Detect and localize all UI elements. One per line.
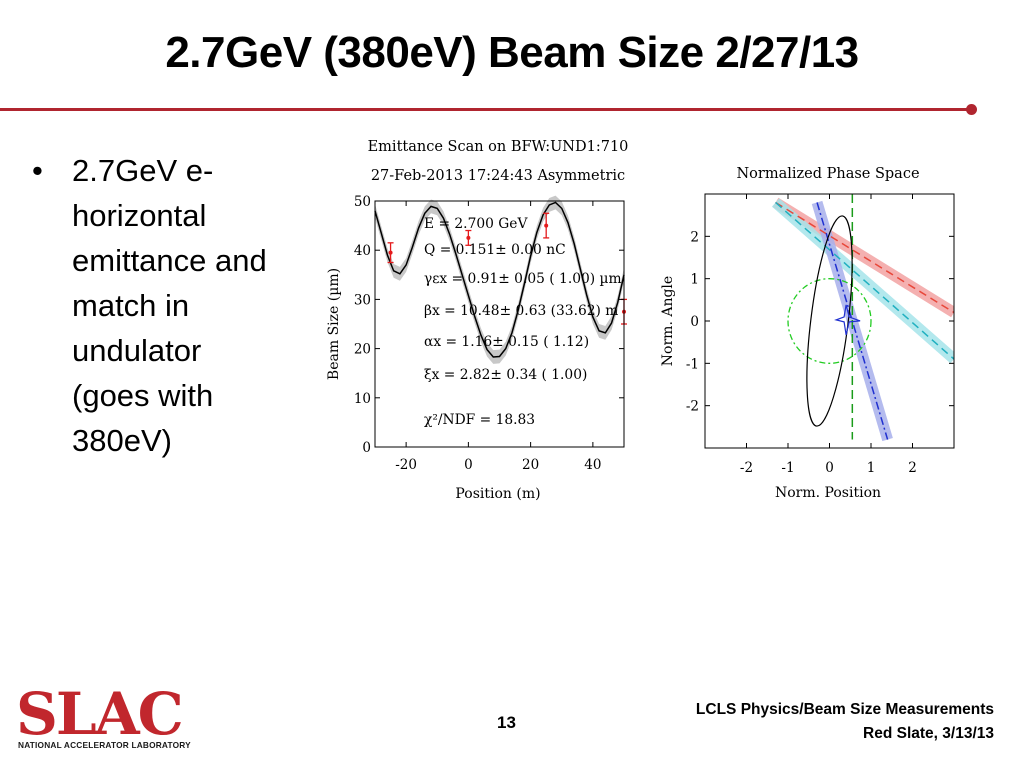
beam-ellipse (806, 215, 853, 427)
chart2-ylabel: Norm. Angle (660, 276, 676, 366)
x-tick-label: 20 (522, 457, 539, 473)
fit-annotation: αx = 1.16± 0.15 ( 1.12) (424, 334, 589, 350)
data-point (466, 235, 471, 240)
phase-space-bands (771, 197, 954, 442)
y-tick-label: 2 (690, 229, 699, 245)
title-divider-dot (966, 104, 977, 115)
bullet-line: undulator (72, 333, 202, 368)
fit-annotations: E = 2.700 GeV Q = 0.151± 0.00 nC γεx = 0.9… (424, 216, 622, 428)
fit-curve-line (374, 201, 625, 358)
y-tick-label: 40 (354, 243, 371, 259)
x-tick-label: 2 (908, 460, 917, 476)
y-tick-label: 0 (362, 440, 371, 456)
fit-annotation: χ²/NDF = 18.83 (424, 412, 535, 428)
footer-line-1: LCLS Physics/Beam Size Measurements (695, 701, 994, 718)
design-circle (787, 278, 872, 364)
chart2-xlabel: Norm. Position (775, 485, 881, 501)
slac-logo-subtext: NATIONAL ACCELERATOR LABORATORY (18, 740, 191, 750)
x-tick-label: 0 (825, 460, 834, 476)
y-tick-label: 0 (690, 314, 699, 330)
phase-line (775, 201, 954, 360)
chart1-plot-frame (374, 200, 625, 448)
x-tick-label: 1 (867, 460, 876, 476)
emittance-scan-chart: Emittance Scan on BFW:UND1:710 27-Feb-20… (326, 139, 629, 502)
phase-line (775, 201, 954, 314)
bullet-line: match in (72, 288, 190, 323)
y-tick-label: 10 (354, 391, 371, 407)
star-marker (834, 304, 861, 336)
title-divider (0, 108, 968, 111)
phase-space-shapes (787, 215, 872, 427)
chart2-title: Normalized Phase Space (736, 166, 919, 182)
footer-text: LCLS Physics/Beam Size Measurements Red … (696, 698, 994, 746)
y-tick-label: 1 (690, 272, 699, 288)
bullet-line: 2.7GeV e- (72, 153, 214, 188)
y-tick-label: -2 (686, 399, 699, 415)
x-tick-label: -1 (781, 460, 794, 476)
slide-title: 2.7GeV (380eV) Beam Size 2/27/13 (165, 28, 859, 77)
bullet-line: (goes with (72, 378, 214, 413)
x-tick-label: 40 (584, 457, 601, 473)
slac-logo-wordmark: SLAC (16, 686, 182, 748)
fit-annotation: E = 2.700 GeV (424, 216, 528, 232)
fit-annotation: βx = 10.48± 0.63 (33.62) m (424, 303, 618, 319)
fit-annotation: ξx = 2.82± 0.34 ( 1.00) (424, 367, 587, 383)
bullet-line: horizontal (72, 198, 207, 233)
y-tick-label: 20 (354, 342, 371, 358)
measurement-point (465, 229, 472, 246)
x-tick-label: -2 (740, 460, 753, 476)
x-tick-label: -20 (395, 457, 417, 473)
bullet-list: • 2.7GeV e- horizontal emittance and mat… (30, 148, 320, 463)
fit-annotation: γεx = 0.91± 0.05 ( 1.00) µm (424, 271, 622, 287)
y-tick-label: -1 (686, 356, 699, 372)
bullet-dot-icon: • (32, 153, 43, 188)
data-point (544, 223, 549, 228)
fit-curve (374, 201, 625, 358)
x-tick-label: 0 (464, 457, 473, 473)
y-tick-label: 50 (354, 194, 371, 210)
footer-line-2: Red Slate, 3/13/13 (863, 725, 994, 742)
bullet-line: 380eV) (72, 423, 172, 458)
bullet-line: emittance and (72, 243, 267, 278)
chart1-xlabel: Position (m) (455, 486, 540, 502)
chart1-title: Emittance Scan on BFW:UND1:710 (368, 139, 629, 155)
phase-space-chart: Normalized Phase Space -2 -1 0 1 2 -2 -1 0 1 2 No… (660, 166, 955, 501)
chart1-ticks: -20 0 20 40 0 10 20 30 40 50 (354, 194, 624, 473)
fit-annotation: Q = 0.151± 0.00 nC (424, 242, 566, 258)
page-number: 13 (497, 713, 516, 732)
measurement-point (543, 212, 550, 239)
data-point (388, 250, 393, 255)
chart1-ylabel: Beam Size (µm) (326, 268, 342, 380)
slac-logo: SLAC (16, 686, 184, 748)
y-tick-label: 30 (354, 292, 371, 308)
bullet-item: • 2.7GeV e- horizontal emittance and mat… (30, 148, 320, 463)
chart1-subtitle: 27-Feb-2013 17:24:43 Asymmetric (371, 168, 625, 184)
chart2-ticks: -2 -1 0 1 2 -2 -1 0 1 2 (686, 194, 954, 476)
measurement-point (387, 242, 394, 264)
